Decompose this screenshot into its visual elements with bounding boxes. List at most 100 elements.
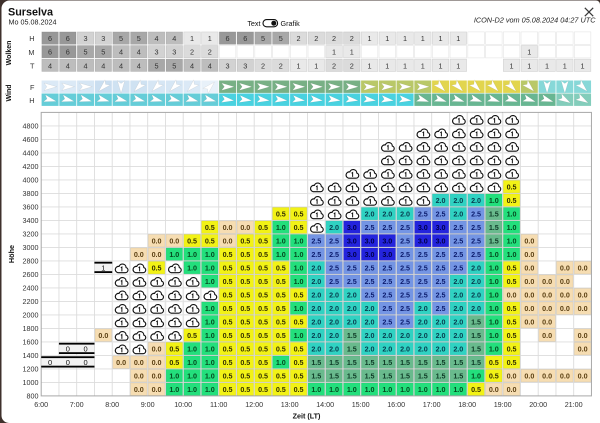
svg-text:1: 1 [456,34,460,43]
svg-text:4: 4 [208,61,212,70]
svg-text:0.5: 0.5 [276,277,286,286]
svg-text:3.0: 3.0 [365,250,375,259]
svg-text:2.0: 2.0 [418,331,428,340]
svg-text:2.0: 2.0 [329,331,339,340]
svg-text:3600: 3600 [23,202,39,211]
svg-text:1.5: 1.5 [329,358,339,367]
svg-text:2.5: 2.5 [436,263,446,272]
svg-text:4: 4 [66,61,70,70]
svg-text:1: 1 [208,34,212,43]
svg-text:1: 1 [385,34,389,43]
svg-text:1: 1 [510,61,514,70]
svg-text:1: 1 [297,61,301,70]
svg-text:2.0: 2.0 [329,317,339,326]
svg-text:2.0: 2.0 [382,331,392,340]
svg-text:3: 3 [226,61,230,70]
svg-text:2.0: 2.0 [436,317,446,326]
svg-text:1.5: 1.5 [311,358,321,367]
svg-text:M: M [28,48,34,57]
svg-text:1.0: 1.0 [169,250,179,259]
svg-text:12:00: 12:00 [245,400,263,409]
svg-text:2: 2 [261,61,265,70]
svg-text:5: 5 [155,61,159,70]
svg-text:0.5: 0.5 [223,331,233,340]
svg-text:0.5: 0.5 [240,385,250,394]
svg-text:2.5: 2.5 [400,263,410,272]
svg-text:0: 0 [66,344,70,353]
svg-text:2.5: 2.5 [453,250,463,259]
svg-text:2.0: 2.0 [329,304,339,313]
svg-text:2.5: 2.5 [453,263,463,272]
svg-text:0.5: 0.5 [240,344,250,353]
svg-text:0.0: 0.0 [578,331,588,340]
svg-text:Wind: Wind [6,84,13,101]
svg-text:2.5: 2.5 [400,304,410,313]
svg-text:Höhe: Höhe [7,245,16,263]
svg-text:2.5: 2.5 [436,209,446,218]
svg-text:0.5: 0.5 [507,182,517,191]
svg-text:0.5: 0.5 [223,277,233,286]
svg-text:0.5: 0.5 [507,344,517,353]
svg-text:4: 4 [48,61,52,70]
svg-text:2: 2 [350,61,354,70]
svg-text:0.5: 0.5 [169,358,179,367]
svg-text:Text: Text [247,19,260,28]
svg-text:0.5: 0.5 [294,290,304,299]
svg-text:1.5: 1.5 [471,358,481,367]
svg-text:1.0: 1.0 [294,263,304,272]
svg-text:0.0: 0.0 [524,236,534,245]
svg-text:2.0: 2.0 [311,317,321,326]
svg-text:1.5: 1.5 [471,344,481,353]
svg-text:0.5: 0.5 [223,358,233,367]
svg-text:3.0: 3.0 [382,250,392,259]
svg-text:2: 2 [190,48,194,57]
svg-text:4: 4 [101,61,105,70]
svg-text:0.0: 0.0 [560,263,570,272]
svg-text:0.5: 0.5 [294,209,304,218]
svg-text:1: 1 [439,61,443,70]
svg-text:2.5: 2.5 [436,290,446,299]
svg-text:0.5: 0.5 [258,371,268,380]
svg-text:0.5: 0.5 [258,223,268,232]
svg-text:3: 3 [172,48,176,57]
svg-text:4: 4 [84,61,88,70]
svg-text:1.0: 1.0 [489,196,499,205]
svg-text:4400: 4400 [23,148,39,157]
svg-text:2200: 2200 [23,297,39,306]
svg-text:0.5: 0.5 [294,223,304,232]
svg-text:1: 1 [190,34,194,43]
svg-text:2.5: 2.5 [365,263,375,272]
svg-text:0.5: 0.5 [258,385,268,394]
svg-text:1.0: 1.0 [489,331,499,340]
svg-text:1.5: 1.5 [382,358,392,367]
svg-text:1.5: 1.5 [418,371,428,380]
svg-text:2.0: 2.0 [471,277,481,286]
svg-text:1.5: 1.5 [347,344,357,353]
svg-text:1.0: 1.0 [276,250,286,259]
svg-text:0.5: 0.5 [205,223,215,232]
svg-text:2.0: 2.0 [400,331,410,340]
svg-text:0.5: 0.5 [240,371,250,380]
svg-text:0.5: 0.5 [258,236,268,245]
svg-text:1.0: 1.0 [507,250,517,259]
svg-text:1.0: 1.0 [205,385,215,394]
svg-text:2400: 2400 [23,283,39,292]
svg-text:0.0: 0.0 [578,371,588,380]
svg-text:0.0: 0.0 [542,277,552,286]
svg-text:1.0: 1.0 [276,358,286,367]
svg-text:2.0: 2.0 [311,331,321,340]
svg-text:1.5: 1.5 [489,223,499,232]
svg-text:1600: 1600 [23,337,39,346]
svg-text:0.5: 0.5 [507,317,517,326]
svg-text:1.5: 1.5 [453,371,463,380]
svg-text:3800: 3800 [23,189,39,198]
svg-text:0.0: 0.0 [134,358,144,367]
svg-text:2.5: 2.5 [436,250,446,259]
svg-text:Surselva: Surselva [8,6,54,18]
svg-text:2.0: 2.0 [436,196,446,205]
svg-text:2.5: 2.5 [471,209,481,218]
svg-text:0.5: 0.5 [240,250,250,259]
svg-text:H: H [29,34,34,43]
svg-text:1.0: 1.0 [205,358,215,367]
svg-text:2.5: 2.5 [418,277,428,286]
